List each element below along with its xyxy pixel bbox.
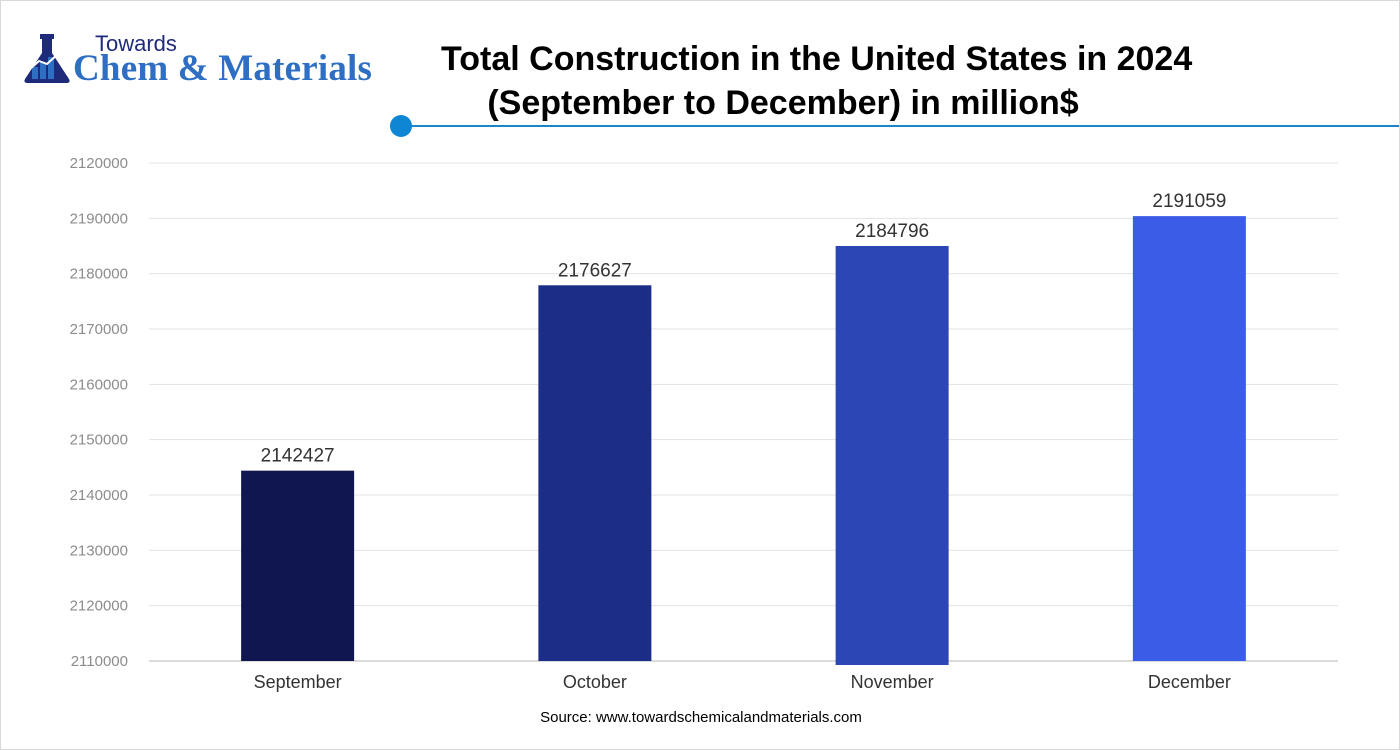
y-tick-label: 2120000 (70, 155, 128, 172)
bar-december (1132, 216, 1246, 661)
y-tick-label: 2130000 (70, 542, 128, 559)
chart-title-line-1: Total Construction in the United States … (441, 40, 1193, 78)
y-tick-label: 2120000 (70, 598, 128, 615)
bar-september (241, 470, 355, 661)
x-tick-label: September (254, 672, 342, 692)
bar-november (835, 246, 949, 665)
flask-logo-icon (24, 34, 70, 83)
x-tick-label: November (851, 672, 934, 692)
y-tick-label: 2150000 (70, 432, 128, 449)
data-label: 2176627 (558, 260, 632, 281)
y-tick-label: 2190000 (70, 210, 128, 227)
logo-small-text: Towards (95, 31, 177, 56)
brand-logo: Towards Chem & Materials (21, 29, 391, 89)
data-label: 2142427 (261, 446, 335, 467)
bar-october (538, 285, 652, 661)
y-tick-label: 2180000 (70, 266, 128, 283)
data-label: 2184796 (855, 221, 929, 242)
data-label: 2191059 (1152, 191, 1226, 212)
x-tick-label: December (1148, 672, 1231, 692)
logo-big-text: Chem & Materials (73, 48, 373, 89)
x-tick-label: October (563, 672, 627, 692)
title-underline-dot (390, 115, 412, 137)
y-tick-label: 2110000 (71, 653, 128, 670)
y-tick-label: 2140000 (70, 487, 128, 504)
y-tick-label: 2170000 (70, 321, 128, 338)
y-tick-label: 2160000 (70, 376, 128, 393)
source-note: Source: www.towardschemicalandmaterials.… (540, 709, 862, 726)
title-underline (401, 125, 1399, 127)
chart-title: Total Construction in the United States … (441, 37, 1193, 125)
chart-title-line-2: (September to December) in million$ (487, 84, 1079, 122)
